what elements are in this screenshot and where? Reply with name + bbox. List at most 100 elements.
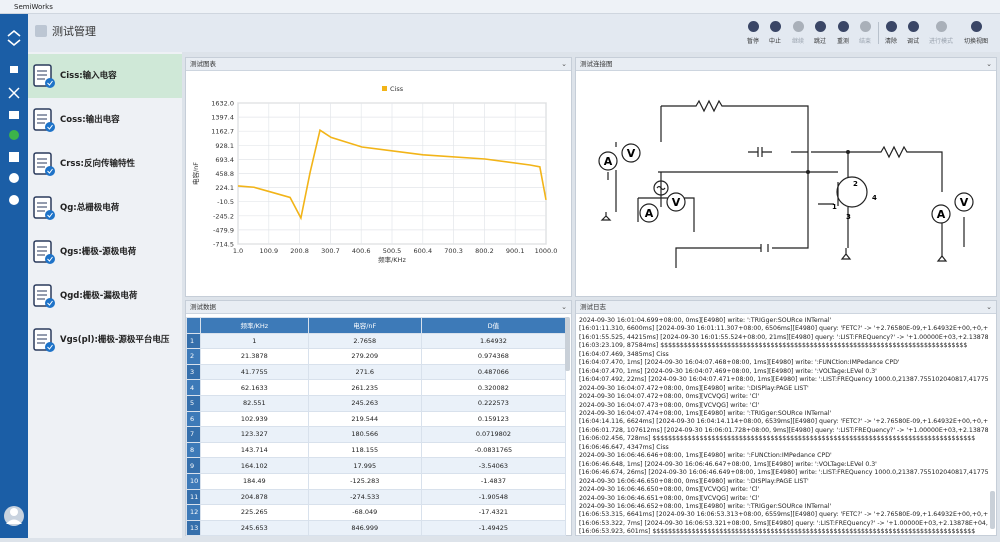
- panel-header: 测试图表⌄: [186, 58, 571, 71]
- app-title: SemiWorks: [14, 3, 53, 11]
- row-index: 10: [187, 473, 201, 489]
- log-panel: 测试日志⌄ 2024-09-30 16:01:04.699+08:00, 0ms…: [575, 300, 997, 536]
- meter-label: A: [937, 208, 946, 221]
- table-cell: 245.263: [308, 395, 421, 411]
- chart: -714.5-479.9-245.2-10.5224.1458.8693.492…: [186, 72, 571, 296]
- table-row[interactable]: 6102.939219.5440.159123: [187, 411, 566, 427]
- meter-label: A: [645, 207, 654, 220]
- test-item[interactable]: Qgd:栅极-漏极电荷: [28, 274, 182, 318]
- x-tick-label: 800.2: [475, 247, 494, 255]
- page-title: 测试管理: [52, 23, 96, 39]
- table-cell: 219.544: [308, 411, 421, 427]
- log-line: [16:06:53.315, 6641ms] [2024-09-30 16:06…: [579, 511, 988, 519]
- x-tick-label: 300.7: [321, 247, 340, 255]
- log-line: [16:06:46.674, 26ms] [2024-09-30 16:06:4…: [579, 469, 988, 477]
- nav-sidebar: [0, 14, 28, 538]
- nav-icons: [0, 14, 28, 538]
- log-line: [16:04:07.470, 1ms] [2024-09-30 16:04:07…: [579, 359, 988, 367]
- table-cell: 41.7755: [201, 364, 309, 380]
- table-row[interactable]: 112.76581.64932: [187, 333, 566, 349]
- y-tick-label: 224.1: [215, 184, 234, 192]
- meter-label: A: [604, 155, 613, 168]
- y-tick-label: 1397.4: [211, 114, 234, 122]
- row-index: 4: [187, 380, 201, 396]
- test-list: Ciss:输入电容Coss:输出电容Crss:反向传输特性 Qg:总栅极电荷 Qgs…: [28, 52, 182, 538]
- panel-header: 测试连接图⌄: [576, 58, 996, 71]
- toolbar-icon: [971, 21, 982, 32]
- test-item[interactable]: Crss:反向传输特性: [28, 142, 182, 186]
- scrollbar[interactable]: [565, 317, 570, 371]
- test-item[interactable]: Qg:总栅极电荷: [28, 186, 182, 230]
- item-label: Qgs:栅极-源极电荷: [60, 247, 136, 257]
- log-line: 2024-09-30 16:06:46.646+08:00, 1ms][E498…: [579, 452, 988, 460]
- row-index: 11: [187, 489, 201, 505]
- toolbar-separator: [878, 22, 879, 44]
- toolbar-icon: [936, 21, 947, 32]
- table-cell: 123.327: [201, 427, 309, 443]
- table-cell: 1: [201, 333, 309, 349]
- table-row[interactable]: 9164.10217.995-3.54063: [187, 458, 566, 474]
- table-row[interactable]: 462.1633261.2350.320082: [187, 380, 566, 396]
- table-row[interactable]: 13245.653846.999-1.49425: [187, 520, 566, 536]
- row-index: 8: [187, 442, 201, 458]
- table-row[interactable]: 8143.714118.155-0.0831765: [187, 442, 566, 458]
- log-line: 2024-09-30 16:04:07.473+08:00, 0ms][VCVQ…: [579, 402, 988, 410]
- toolbar-button[interactable]: 切换视图: [962, 21, 990, 45]
- log-line: [16:06:53.923, 601ms] $$$$$$$$$$$$$$$$$$…: [579, 528, 988, 535]
- table-cell: -1.49425: [421, 520, 565, 536]
- table-row[interactable]: 10184.49-125.283-1.4837: [187, 473, 566, 489]
- log-line: [16:04:14.116, 6624ms] [2024-09-30 16:04…: [579, 418, 988, 426]
- table-cell: 0.0719802: [421, 427, 565, 443]
- panel-header: 测试日志⌄: [576, 301, 996, 314]
- table-cell: 846.999: [308, 520, 421, 536]
- table-cell: 0.974368: [421, 349, 565, 365]
- test-item[interactable]: Qgs:栅极-源极电荷: [28, 230, 182, 274]
- table-row[interactable]: 221.3878279.2090.974368: [187, 349, 566, 365]
- table-cell: 279.209: [308, 349, 421, 365]
- table-cell: 102.939: [201, 411, 309, 427]
- row-index: 12: [187, 505, 201, 521]
- y-tick-label: 1162.7: [211, 128, 234, 136]
- circuit-diagram: AVAVAV2134: [576, 72, 996, 296]
- test-item[interactable]: Coss:输出电容: [28, 98, 182, 142]
- scrollbar[interactable]: [990, 491, 995, 529]
- panel-title: 测试图表: [190, 60, 216, 68]
- header-cell: 电容/nF: [308, 318, 421, 334]
- item-icon: [32, 63, 56, 89]
- toolbar-label: 切换视图: [962, 36, 990, 45]
- log-line: [16:06:46.647, 4347ms] Ciss: [579, 444, 988, 452]
- item-icon: [32, 327, 56, 353]
- table-row[interactable]: 582.551245.2630.222573: [187, 395, 566, 411]
- log-text: 2024-09-30 16:01:04.699+08:00, 0ms][E498…: [579, 317, 988, 535]
- pin-label: 4: [872, 194, 877, 202]
- table-cell: 0.222573: [421, 395, 565, 411]
- meter-label: V: [960, 196, 969, 209]
- table-cell: 1.64932: [421, 333, 565, 349]
- item-label: Qg:总栅极电荷: [60, 203, 119, 213]
- meter-label: V: [672, 196, 681, 209]
- test-item[interactable]: Vgs(pl):栅极-源极平台电压: [28, 318, 182, 362]
- x-tick-label: 700.3: [444, 247, 463, 255]
- log-line: [16:04:07.492, 22ms] [2024-09-30 16:04:0…: [579, 376, 988, 384]
- y-axis-label: 电容/nF: [191, 162, 200, 185]
- x-tick-label: 600.4: [413, 247, 432, 255]
- table-row[interactable]: 11204.878-274.533-1.90548: [187, 489, 566, 505]
- table-cell: 0.159123: [421, 411, 565, 427]
- table-cell: 184.49: [201, 473, 309, 489]
- back-button[interactable]: [35, 25, 47, 37]
- test-item[interactable]: Ciss:输入电容: [28, 54, 182, 98]
- log-line: [16:01:11.310, 6600ms] [2024-09-30 16:01…: [579, 325, 988, 333]
- chart-panel: 测试图表⌄ -714.5-479.9-245.2-10.5224.1458.86…: [185, 57, 572, 297]
- toolbar-button[interactable]: 调试: [899, 21, 927, 45]
- table-row[interactable]: 341.7755271.60.487066: [187, 364, 566, 380]
- pin-label: 2: [853, 180, 858, 188]
- pin-label: 3: [846, 213, 851, 221]
- table-row[interactable]: 7123.327180.5660.0719802: [187, 427, 566, 443]
- table-row[interactable]: 12225.265-68.049-17.4321: [187, 505, 566, 521]
- log-line: [16:03:23.109, 87584ms] $$$$$$$$$$$$$$$$…: [579, 342, 988, 350]
- log-line: 2024-09-30 16:06:46.650+08:00, 0ms][VCVQ…: [579, 486, 988, 494]
- log-line: [16:04:07.470, 1ms] [2024-09-30 16:04:07…: [579, 368, 988, 376]
- data-table: 频率/KHz电容/nFD值112.76581.64932221.3878279.…: [186, 317, 566, 536]
- row-index: 6: [187, 411, 201, 427]
- log-line: [16:01:55.525, 44215ms] [2024-09-30 16:0…: [579, 334, 988, 342]
